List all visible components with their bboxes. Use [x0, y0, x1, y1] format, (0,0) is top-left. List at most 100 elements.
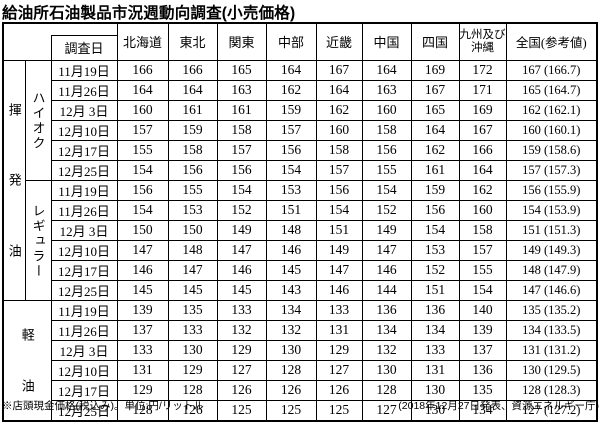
price-cell: 131 [410, 359, 460, 381]
price-cell: 135 [167, 299, 218, 321]
price-cell: 152 [361, 199, 412, 221]
price-cell: 153 [167, 199, 218, 221]
price-cell: 128 [167, 379, 218, 401]
national-price-cell: 156 (155.9) [505, 179, 598, 201]
price-cell: 155 [116, 139, 169, 161]
survey-date-cell: 11月26日 [50, 199, 118, 221]
price-cell: 164 [361, 59, 412, 81]
national-price-cell: 154 (153.9) [505, 199, 598, 221]
region-header-chugoku: 中国 [361, 22, 412, 61]
price-cell: 134 [265, 299, 317, 321]
price-cell: 161 [167, 99, 218, 121]
price-cell: 155 [458, 259, 507, 281]
price-cell: 164 [315, 79, 363, 101]
price-cell: 158 [216, 119, 267, 141]
price-cell: 129 [315, 339, 363, 361]
table-row: 12月 3日 133 130 129 130 129 132 133 137 131 (131.2… [3, 339, 598, 361]
price-cell: 146 [315, 279, 363, 301]
fuel-type-label: レギュラー [30, 203, 46, 277]
price-cell: 129 [116, 379, 169, 401]
price-cell: 154 [116, 199, 169, 221]
survey-date-cell: 12月 3日 [50, 339, 118, 361]
region-header-chubu: 中部 [265, 22, 317, 61]
price-cell: 134 [361, 319, 412, 341]
price-cell: 154 [315, 199, 363, 221]
price-cell: 145 [167, 279, 218, 301]
price-cell: 136 [458, 359, 507, 381]
table-row: 12月17日 146 147 146 145 147 146 152 155 148 (147.9… [3, 259, 598, 281]
price-cell: 154 [458, 279, 507, 301]
table-row: 11月26日 164 164 163 162 164 163 167 171 165 (164.7… [3, 79, 598, 101]
price-cell: 132 [216, 319, 267, 341]
table-row: 軽油 11月19日 139 135 133 134 133 136 136 140 135 (135… [2, 299, 598, 421]
price-cell: 149 [361, 219, 412, 241]
region-header-kanto: 関東 [216, 22, 267, 61]
price-cell: 156 [116, 179, 169, 201]
national-price-cell: 151 (151.3) [505, 219, 598, 241]
price-cell: 165 [216, 59, 267, 81]
header-corner-cell: 調査日 [2, 22, 118, 61]
survey-date-cell: 11月19日 [50, 299, 118, 321]
price-cell: 172 [458, 59, 507, 81]
price-cell: 160 [361, 99, 412, 121]
region-header-shikoku: 四国 [410, 22, 460, 61]
table-row: レギュラー 11月19日 156 155 154 153 156 154 159 162 156 (… [3, 179, 598, 301]
price-cell: 136 [361, 299, 412, 321]
table-row: 12月25日 154 156 156 154 157 155 161 164 157 (157.3… [3, 159, 598, 181]
footer: ※店頭現金価格(税込み)。単位:円/リットル (2018年12月27日発表、資源… [2, 398, 599, 413]
price-cell: 166 [116, 59, 169, 81]
price-cell: 164 [410, 119, 460, 141]
national-price-cell: 134 (133.5) [505, 319, 598, 341]
price-cell: 157 [216, 139, 267, 161]
price-cell: 128 [361, 379, 412, 401]
table-row: 11月26日 154 153 152 151 154 152 156 160 154 (153.9… [3, 199, 598, 221]
price-cell: 158 [167, 139, 218, 161]
price-cell: 158 [361, 119, 412, 141]
price-cell: 130 [361, 359, 412, 381]
survey-date-cell: 11月26日 [50, 319, 118, 341]
region-header-kyushu-okinawa: 九州及び沖縄 [458, 22, 507, 61]
price-cell: 156 [410, 199, 460, 221]
price-cell: 159 [167, 119, 218, 141]
price-cell: 133 [116, 339, 169, 361]
price-cell: 145 [116, 279, 169, 301]
price-cell: 147 [216, 239, 267, 261]
region-header-tohoku: 東北 [167, 22, 218, 61]
price-cell: 146 [265, 239, 317, 261]
table-row: 12月10日 131 129 127 128 127 130 131 136 130 (129.5… [3, 359, 598, 381]
price-cell: 133 [315, 299, 363, 321]
table-row: 12月10日 147 148 147 146 149 147 153 157 149 (149.3… [3, 239, 598, 261]
national-price-cell: 159 (158.6) [505, 139, 598, 161]
price-cell: 169 [410, 59, 460, 81]
category-label: 揮発油 [6, 102, 22, 258]
price-cell: 158 [315, 139, 363, 161]
price-cell: 149 [315, 239, 363, 261]
survey-date-cell: 12月10日 [50, 359, 118, 381]
price-cell: 148 [167, 239, 218, 261]
price-cell: 160 [116, 99, 169, 121]
price-cell: 139 [116, 299, 169, 321]
price-cell: 163 [361, 79, 412, 101]
national-price-cell: 157 (157.3) [505, 159, 598, 181]
price-cell: 159 [410, 179, 460, 201]
category-cell-gasoline: 揮発油 [2, 59, 26, 301]
national-price-cell: 162 (162.1) [505, 99, 598, 121]
price-cell: 156 [315, 179, 363, 201]
price-cell: 166 [458, 139, 507, 161]
price-cell: 153 [410, 239, 460, 261]
price-cell: 156 [265, 139, 317, 161]
national-price-cell: 167 (166.7) [505, 59, 598, 81]
price-cell: 165 [410, 99, 460, 121]
table-row: 12月17日 155 158 157 156 158 156 162 166 159 (158.6… [3, 139, 598, 161]
price-cell: 158 [458, 219, 507, 241]
price-cell: 150 [167, 219, 218, 241]
price-cell: 146 [116, 259, 169, 281]
survey-date-cell: 11月26日 [50, 79, 118, 101]
price-cell: 131 [116, 359, 169, 381]
header-row: 調査日 北海道 東北 関東 中部 近畿 中国 四国 九州及び沖縄 全国(参考値) [2, 22, 598, 61]
price-cell: 129 [216, 339, 267, 361]
survey-date-cell: 12月 3日 [50, 99, 118, 121]
price-cell: 147 [315, 259, 363, 281]
price-cell: 144 [361, 279, 412, 301]
survey-date-cell: 11月19日 [50, 179, 118, 201]
